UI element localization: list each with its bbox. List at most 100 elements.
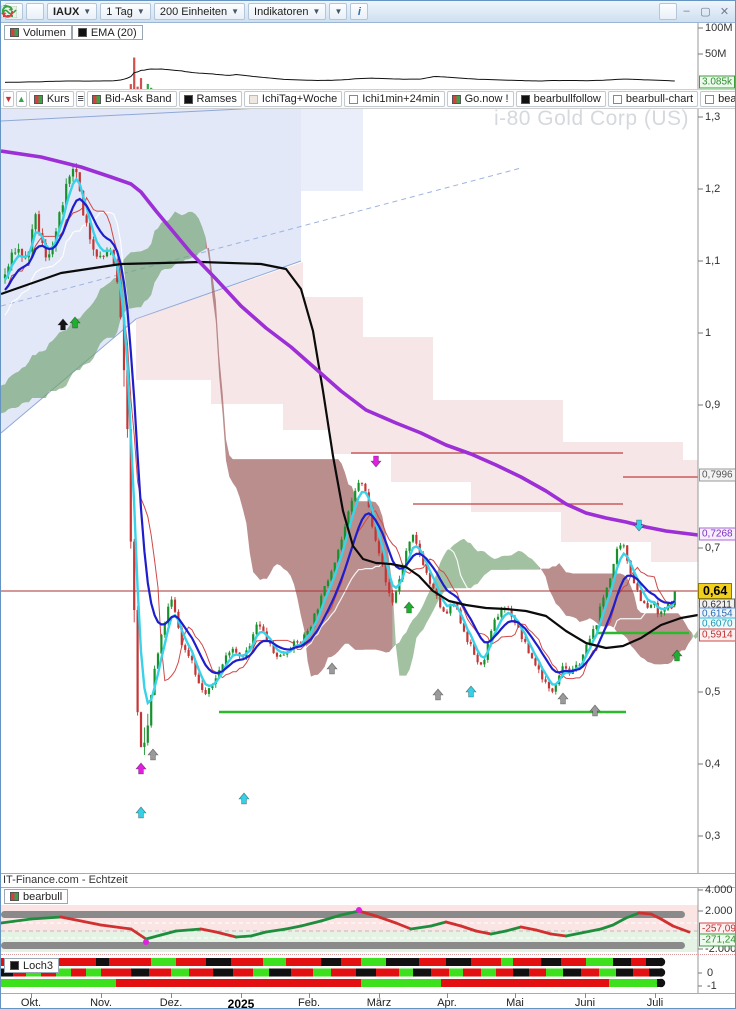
up-arrow-marker[interactable]: [671, 649, 683, 662]
info-label: i: [357, 5, 361, 18]
time-axis-tick: [655, 993, 656, 998]
symbol-selector[interactable]: IAUX ▼: [47, 3, 98, 20]
up-arrow-marker[interactable]: [238, 792, 250, 805]
indicator-color-icon: [183, 94, 193, 104]
indicator-button-ichitag-woche[interactable]: IchiTag+Woche: [243, 91, 343, 107]
indicator-button-bearbullfollow-confirm[interactable]: bearbullfollow-confirm: [700, 91, 736, 107]
threshold-band: [1, 942, 685, 949]
units-selector[interactable]: 200 Einheiten ▼: [153, 3, 246, 20]
bearbull-legend-label: bearbull: [23, 890, 63, 903]
x-axis-label: Feb.: [297, 997, 321, 1009]
up-arrow-marker[interactable]: [589, 704, 601, 717]
x-axis-label: Juni: [574, 997, 596, 1009]
panel-divider: [1, 887, 735, 888]
up-arrow-marker[interactable]: [557, 692, 569, 705]
up-arrow-marker[interactable]: [326, 662, 338, 675]
list-icon-button[interactable]: ≡: [76, 91, 85, 107]
time-axis-tick: [241, 993, 242, 998]
chevron-down-icon: ▼: [231, 6, 240, 16]
loch3-axis-tick: 0: [707, 967, 714, 979]
loch3-panel-canvas[interactable]: [1, 957, 736, 993]
time-axis-tick: [585, 993, 586, 998]
indicator-button-bearbullfollow[interactable]: bearbullfollow: [515, 91, 606, 107]
indicator-color-icon: [520, 94, 530, 104]
timeframe-selector[interactable]: 1 Tag ▼: [100, 3, 151, 20]
units-label: 200 Einheiten: [159, 5, 228, 18]
ema-legend-item[interactable]: EMA (20): [71, 25, 143, 40]
up-arrow-marker[interactable]: [69, 316, 81, 329]
x-axis-label: Apr.: [437, 997, 457, 1009]
indicator-color-icon: [612, 94, 622, 104]
time-axis-tick: [447, 993, 448, 998]
indicator-button-label: bearbullfollow: [533, 93, 601, 105]
x-axis-label: Nov.: [90, 997, 112, 1009]
volume-legend-item[interactable]: Volumen: [4, 25, 72, 40]
indicator-button-bearbull-chart[interactable]: bearbull-chart: [607, 91, 699, 107]
loch3-legend-label: Loch3: [23, 959, 53, 972]
indicators-label: Indikatoren: [254, 5, 309, 18]
bearbull-panel-canvas[interactable]: [1, 887, 736, 957]
indicator-button-kurs[interactable]: Kurs: [28, 91, 75, 107]
reversal-dot: [143, 939, 149, 945]
bearbull-legend-item[interactable]: bearbull: [4, 889, 69, 904]
up-arrow-marker[interactable]: [147, 748, 159, 761]
data-source-note: IT-Finance.com - Echtzeit: [3, 874, 128, 886]
indicator-button-label: Kurs: [46, 93, 70, 105]
link-chart-icon[interactable]: [1, 3, 44, 20]
title-bar: IAUX ▼ 1 Tag ▼ 200 Einheiten ▼ Indikator…: [1, 1, 735, 23]
close-button[interactable]: ✕: [719, 6, 730, 18]
indicator-button-ichi1min-24min[interactable]: Ichi1min+24min: [344, 91, 445, 107]
time-axis: Okt. Nov. Dez. 2025 Feb. März Apr. Mai Juni Juli: [1, 993, 735, 1009]
bearbull-axis-tick: 4.000: [705, 884, 733, 896]
indicator-button-label: Bid-Ask Band: [104, 93, 172, 105]
time-axis-tick: [101, 993, 102, 998]
indicator-button-bid-ask-band[interactable]: Bid-Ask Band: [86, 91, 177, 107]
loch3-stripe-row: [1, 968, 666, 977]
up-arrow-marker[interactable]: [465, 685, 477, 698]
x-axis-label: Juli: [646, 997, 664, 1009]
up-arrow-marker[interactable]: [403, 601, 415, 614]
price-axis-tick: 0,9: [705, 399, 721, 411]
down-arrow-marker[interactable]: [633, 519, 645, 532]
indicator-button-label: Ichi1min+24min: [362, 93, 440, 105]
x-axis-label: März: [366, 997, 392, 1009]
longterm-ma-line: [1, 149, 699, 537]
indicator-color-icon: [91, 94, 101, 104]
indicator-dropdown-button[interactable]: ▼: [329, 3, 348, 20]
main-chart-canvas[interactable]: [1, 109, 736, 874]
minimize-button[interactable]: –: [683, 5, 690, 17]
price-axis-tick: 0,7: [705, 542, 721, 554]
loch3-series-icon: [10, 961, 19, 970]
indicator-button-label: Ramses: [196, 93, 237, 105]
indicator-color-icon: [451, 94, 461, 104]
chevron-down-icon: ▼: [334, 6, 343, 16]
up-arrow-marker[interactable]: [432, 688, 444, 701]
indicator-button-go-now-[interactable]: Go.now !: [446, 91, 514, 107]
sell-arrow-button[interactable]: ▼: [3, 91, 14, 107]
indicator-color-icon: [248, 94, 258, 104]
up-arrow-marker[interactable]: [135, 762, 147, 775]
current-volume-label: 3.085k: [699, 75, 735, 89]
indicator-button-label: bearbullfollow-confirm: [718, 93, 736, 105]
down-arrow-marker[interactable]: [370, 455, 382, 468]
loch3-axis-tick: -1: [707, 980, 717, 992]
time-axis-tick: [31, 993, 32, 998]
indicator-color-icon: [33, 94, 43, 104]
panel-divider: [1, 873, 735, 874]
volume-ema-line: [4, 68, 675, 83]
up-arrow-marker[interactable]: [135, 806, 147, 819]
x-axis-label: 2025: [227, 997, 255, 1009]
indicator-button-ramses[interactable]: Ramses: [178, 91, 242, 107]
bearbull-legend: bearbull: [4, 889, 69, 904]
buy-arrow-button[interactable]: ▲: [15, 91, 27, 107]
refresh-icon: [1, 5, 14, 18]
info-button[interactable]: i: [350, 3, 369, 20]
up-arrow-marker[interactable]: [57, 318, 69, 331]
maximize-button[interactable]: ▢: [700, 6, 711, 18]
chevron-down-icon: ▼: [312, 6, 321, 16]
refresh-button[interactable]: [1, 3, 677, 20]
indicators-menu[interactable]: Indikatoren ▼: [1, 3, 327, 20]
price-axis-tick: 1,2: [705, 183, 721, 195]
loch3-legend-item[interactable]: Loch3: [4, 958, 59, 973]
